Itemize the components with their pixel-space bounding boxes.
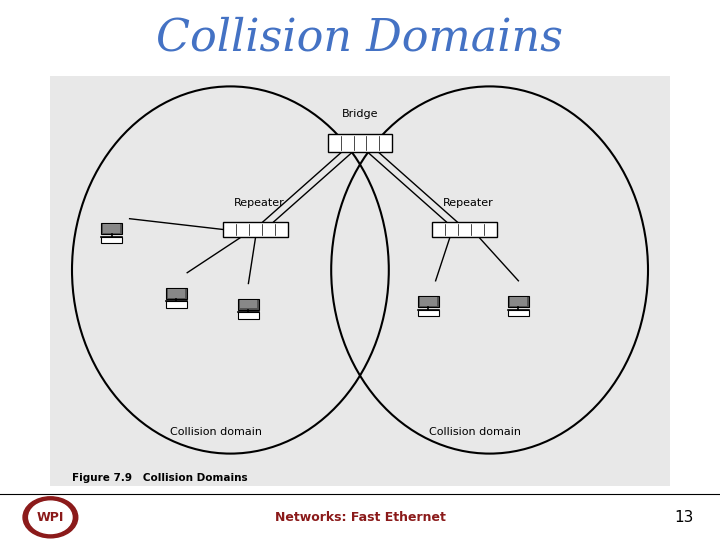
- FancyBboxPatch shape: [50, 76, 670, 486]
- Text: Repeater: Repeater: [443, 198, 493, 208]
- FancyBboxPatch shape: [508, 296, 529, 307]
- Text: Bridge: Bridge: [342, 109, 378, 119]
- Circle shape: [23, 497, 78, 538]
- FancyBboxPatch shape: [240, 300, 257, 308]
- FancyBboxPatch shape: [328, 134, 392, 152]
- FancyBboxPatch shape: [508, 309, 529, 316]
- FancyBboxPatch shape: [101, 237, 122, 243]
- Text: Repeater: Repeater: [234, 198, 284, 208]
- FancyBboxPatch shape: [418, 309, 439, 316]
- FancyBboxPatch shape: [510, 298, 527, 306]
- FancyBboxPatch shape: [166, 301, 187, 308]
- FancyBboxPatch shape: [166, 288, 187, 299]
- FancyBboxPatch shape: [103, 225, 120, 233]
- FancyBboxPatch shape: [168, 289, 185, 298]
- Text: Collision domain: Collision domain: [170, 427, 262, 437]
- FancyBboxPatch shape: [238, 299, 259, 310]
- FancyBboxPatch shape: [432, 222, 497, 237]
- Text: Collision domain: Collision domain: [429, 427, 521, 437]
- FancyBboxPatch shape: [420, 298, 437, 306]
- FancyBboxPatch shape: [238, 312, 259, 319]
- Text: Figure 7.9   Collision Domains: Figure 7.9 Collision Domains: [72, 473, 248, 483]
- Text: 13: 13: [675, 510, 693, 525]
- Circle shape: [29, 501, 72, 534]
- Text: Collision Domains: Collision Domains: [156, 16, 564, 59]
- Text: Networks: Fast Ethernet: Networks: Fast Ethernet: [274, 511, 446, 524]
- Text: WPI: WPI: [37, 511, 64, 524]
- FancyBboxPatch shape: [101, 223, 122, 234]
- FancyBboxPatch shape: [418, 296, 439, 307]
- FancyBboxPatch shape: [223, 222, 288, 237]
